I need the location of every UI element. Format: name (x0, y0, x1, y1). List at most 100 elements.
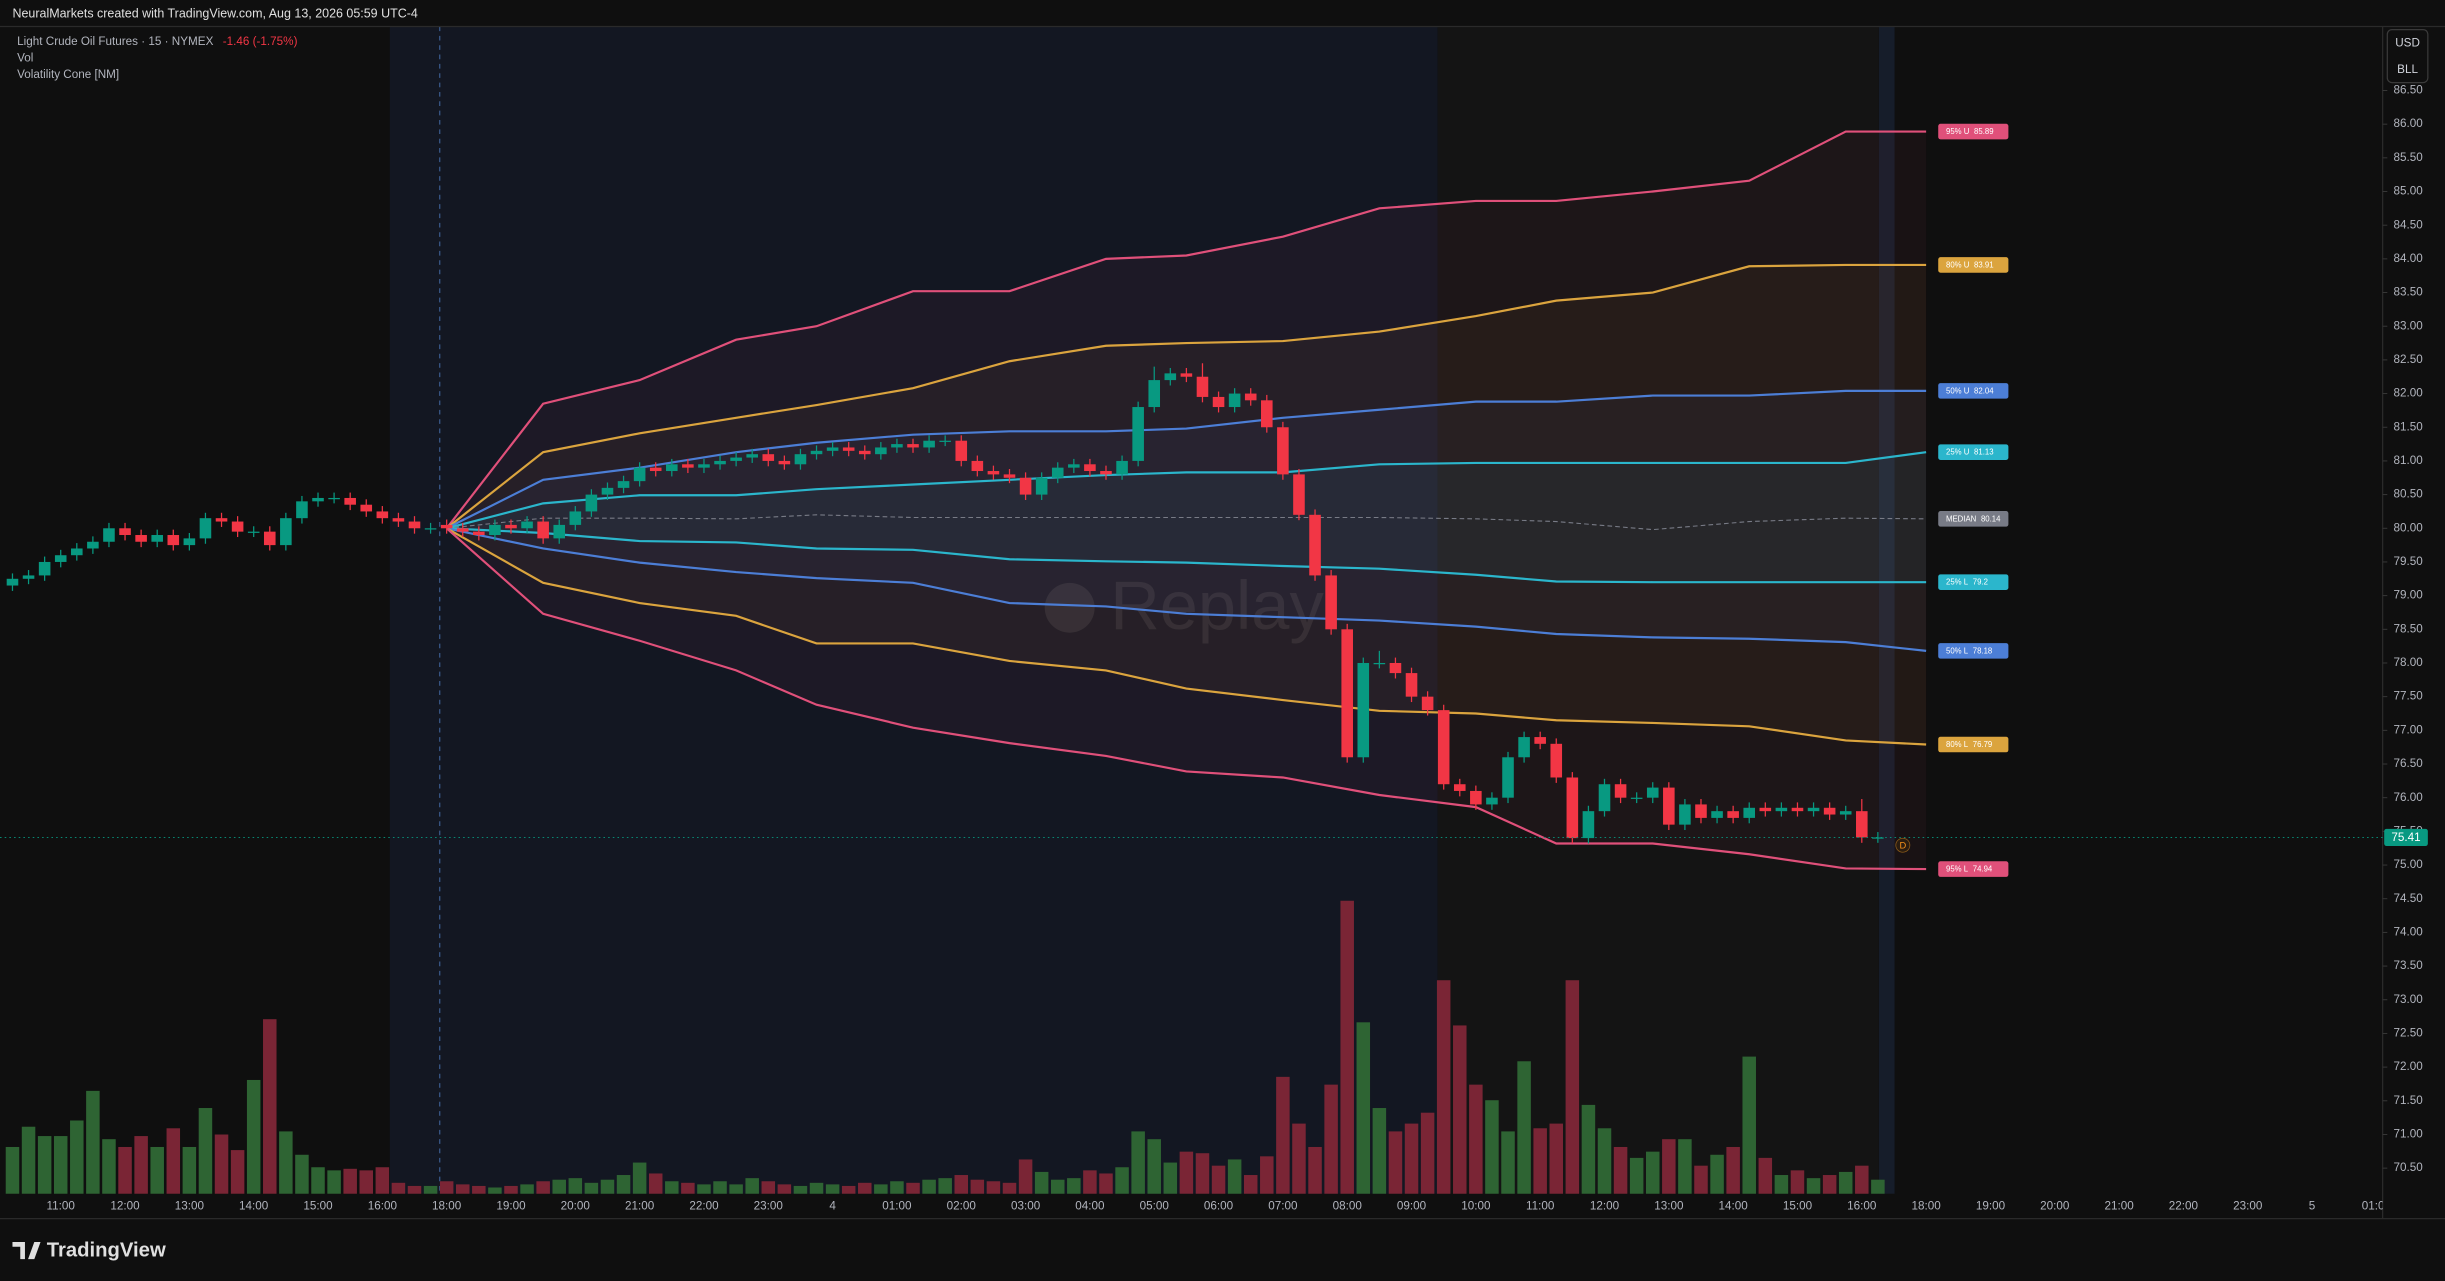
volume-bar (1324, 1084, 1338, 1194)
volume-bar (102, 1139, 116, 1194)
cone-tag-text: 95% U 85.89 (1946, 127, 1994, 136)
candle-body (1100, 471, 1112, 475)
volume-bar (1260, 1156, 1274, 1194)
cone-tag-box (1938, 736, 2009, 753)
x-tick-label: 19:00 (496, 1199, 526, 1212)
x-tick-label: 21:00 (2104, 1199, 2134, 1212)
candle-body (955, 440, 968, 461)
volume-bar (1613, 1146, 1628, 1194)
cone-line (446, 527, 1927, 584)
x-tick-label: 04:00 (1075, 1199, 1105, 1212)
y-tick-label: 74.50 (2394, 892, 2424, 905)
x-tick-label: 23:00 (754, 1199, 784, 1212)
volume-bar (825, 1184, 840, 1194)
volume-bar (1758, 1157, 1773, 1194)
candle-body (1389, 662, 1402, 674)
y-tick-label: 71.50 (2394, 1094, 2424, 1107)
cone-tag-name: 80% U (1946, 260, 1970, 269)
cone-tag: 25% L 79.2 (1938, 574, 2009, 590)
volume-bar (1115, 1167, 1129, 1194)
cone-tag: 80% L 76.79 (1938, 736, 2009, 753)
y-tick-label: 78.50 (2394, 622, 2424, 635)
volume-bar (1131, 1131, 1145, 1194)
candle-body (1357, 662, 1370, 758)
x-tick-label: 23:00 (2233, 1199, 2263, 1212)
volume-bar (1453, 1025, 1467, 1194)
candle-body (971, 460, 984, 472)
candle-body (746, 454, 758, 458)
x-tick-label: 02:00 (947, 1199, 977, 1212)
volume-bar (488, 1187, 502, 1194)
volume-bar (53, 1136, 68, 1194)
cone-tag-text: 80% U 83.91 (1946, 260, 1994, 269)
cone-tag-name: MEDIAN (1946, 514, 1976, 523)
x-tick-label: 03:00 (1011, 1199, 1041, 1212)
x-tick-label: 22:00 (2169, 1199, 2199, 1212)
cone-tag: 95% L 74.94 (1938, 861, 2009, 877)
candle-body (1373, 662, 1386, 665)
x-tick-label: 12:00 (110, 1199, 140, 1212)
cone-line (445, 263, 1927, 530)
x-tick-label: 06:00 (1204, 1199, 1234, 1212)
volume-bar (166, 1128, 181, 1194)
volume-bar (1147, 1139, 1161, 1194)
cone-tag-value: 79.2 (1973, 578, 1988, 587)
candle-body (54, 555, 67, 562)
y-tick-label: 80.00 (2394, 521, 2424, 534)
volume-bar (552, 1179, 566, 1194)
y-tick-label: 75.00 (2394, 858, 2424, 871)
candle-body (1566, 777, 1579, 839)
candle-body (875, 447, 887, 455)
candle-body (1695, 804, 1707, 818)
candle-body (633, 467, 646, 482)
cone-tag-box (1938, 643, 2009, 659)
x-tick-label: 14:00 (1719, 1199, 1749, 1212)
x-tick-label: 21:00 (625, 1199, 655, 1212)
cone-line (446, 389, 1927, 530)
volume-bar (665, 1181, 679, 1194)
cone-tag-text: 50% U 82.04 (1946, 386, 1994, 395)
candle-body (601, 487, 614, 495)
volume-bar (21, 1126, 36, 1194)
candle-body (1791, 807, 1804, 812)
x-tick-label: 01:00 (2362, 1199, 2392, 1212)
y-tick-label: 82.50 (2394, 353, 2424, 366)
cone-tag-name: 25% U (1946, 448, 1970, 457)
cone-tag-text: 25% U 81.13 (1946, 448, 1994, 457)
cone-tag-value: 81.13 (1974, 448, 1993, 457)
cone-line (445, 527, 1927, 871)
event-marker (1895, 837, 1911, 853)
x-tick-label: 18:00 (1911, 1199, 1941, 1212)
volume-bar (1018, 1159, 1033, 1194)
candle-body (521, 521, 533, 529)
volume-bar (1501, 1131, 1515, 1194)
volume-bar (1034, 1171, 1049, 1194)
volume-bar (1726, 1146, 1740, 1194)
volume-bar (1243, 1175, 1258, 1194)
volume-bar (841, 1185, 856, 1194)
candle-body (1872, 837, 1884, 839)
currency-box[interactable] (2386, 28, 2429, 84)
candle-body (1711, 811, 1723, 818)
volume-bar (504, 1185, 518, 1194)
cone-tag-text: 50% L 78.18 (1946, 646, 1992, 655)
cone-tag: MEDIAN 80.14 (1938, 511, 2009, 527)
volume-bar (938, 1178, 952, 1194)
cone-band (446, 264, 1927, 745)
cone-band (446, 452, 1927, 583)
candle-body (119, 528, 131, 536)
candle-body (1116, 460, 1128, 475)
volume-bar (1067, 1178, 1081, 1194)
candle-body (280, 518, 292, 546)
candle-body (1582, 811, 1595, 839)
cone-line (446, 527, 1927, 652)
volume-bar (906, 1182, 920, 1194)
footer: TradingView (12, 1240, 166, 1262)
volume-bar (1372, 1108, 1387, 1194)
candle-layer (6, 363, 1884, 844)
cone-tag: 95% U 85.89 (1938, 123, 2009, 140)
brand-logo (12, 1242, 41, 1260)
currency: USD (2395, 37, 2420, 50)
volume-bar (359, 1170, 374, 1194)
